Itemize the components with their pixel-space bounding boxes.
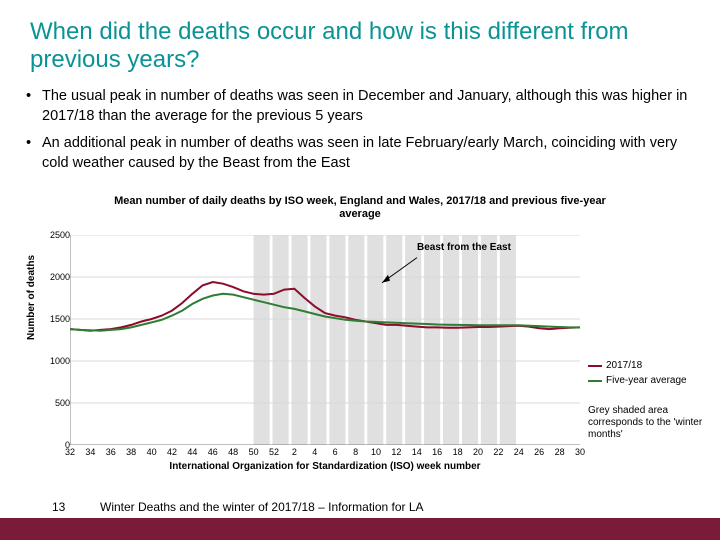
x-tick-label: 48: [228, 447, 238, 457]
x-ticks: 3234363840424446485052246810121416182022…: [70, 447, 580, 461]
y-tick-label: 2500: [42, 230, 70, 240]
x-tick-label: 52: [269, 447, 279, 457]
plot-area: [70, 235, 580, 445]
x-tick-label: 50: [249, 447, 259, 457]
bullet-item: An additional peak in number of deaths w…: [22, 134, 690, 173]
legend-swatch: [588, 380, 602, 382]
page-title: When did the deaths occur and how is thi…: [0, 0, 720, 83]
x-tick-label: 16: [432, 447, 442, 457]
x-tick-label: 32: [65, 447, 75, 457]
footer-text: Winter Deaths and the winter of 2017/18 …: [100, 500, 424, 514]
legend-label: Five-year average: [606, 375, 687, 386]
annotation-label: Beast from the East: [417, 242, 511, 253]
legend-item: Five-year average: [588, 375, 687, 386]
x-tick-label: 20: [473, 447, 483, 457]
chart-title: Mean number of daily deaths by ISO week,…: [20, 195, 700, 221]
chart-container: Mean number of daily deaths by ISO week,…: [20, 195, 700, 505]
bullet-item: The usual peak in number of deaths was s…: [22, 87, 690, 126]
bullet-list: The usual peak in number of deaths was s…: [0, 83, 720, 187]
x-tick-label: 24: [514, 447, 524, 457]
y-axis-label: Number of deaths: [26, 255, 37, 340]
x-tick-label: 38: [126, 447, 136, 457]
y-tick-label: 2000: [42, 272, 70, 282]
x-axis-label: International Organization for Standardi…: [70, 461, 580, 472]
x-tick-label: 10: [371, 447, 381, 457]
x-tick-label: 36: [106, 447, 116, 457]
x-tick-label: 18: [453, 447, 463, 457]
page-number: 13: [52, 500, 65, 514]
y-ticks: 05001000150020002500: [42, 235, 70, 445]
x-tick-label: 12: [391, 447, 401, 457]
legend-item: 2017/18: [588, 360, 687, 371]
x-tick-label: 6: [333, 447, 338, 457]
x-tick-label: 22: [493, 447, 503, 457]
legend: 2017/18 Five-year average: [588, 360, 687, 390]
y-tick-label: 1500: [42, 314, 70, 324]
x-tick-label: 2: [292, 447, 297, 457]
chart-note: Grey shaded area corresponds to the 'win…: [588, 405, 708, 441]
footer-bar: [0, 518, 720, 540]
x-tick-label: 34: [85, 447, 95, 457]
x-tick-label: 4: [312, 447, 317, 457]
x-tick-label: 42: [167, 447, 177, 457]
legend-label: 2017/18: [606, 360, 642, 371]
x-tick-label: 46: [208, 447, 218, 457]
x-tick-label: 40: [147, 447, 157, 457]
y-tick-label: 1000: [42, 356, 70, 366]
x-tick-label: 30: [575, 447, 585, 457]
x-tick-label: 26: [534, 447, 544, 457]
legend-swatch: [588, 365, 602, 367]
x-tick-label: 28: [555, 447, 565, 457]
x-tick-label: 8: [353, 447, 358, 457]
x-tick-label: 14: [412, 447, 422, 457]
y-tick-label: 500: [42, 398, 70, 408]
x-tick-label: 44: [187, 447, 197, 457]
